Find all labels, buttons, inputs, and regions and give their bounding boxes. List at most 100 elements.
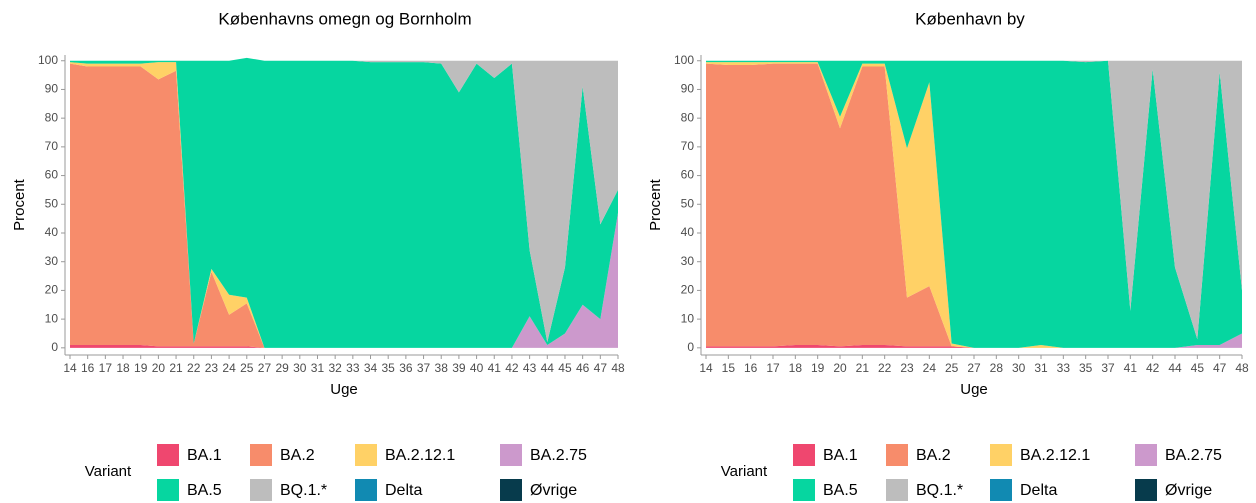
y-tick-label: 20 bbox=[681, 283, 695, 297]
x-tick-label: 27 bbox=[258, 361, 272, 375]
y-tick-label: 20 bbox=[45, 283, 59, 297]
chart-title: Københavns omegn og Bornholm bbox=[218, 9, 471, 28]
legend-label: BA.2 bbox=[280, 447, 315, 464]
legend-key bbox=[793, 444, 815, 466]
legend-label: BA.2 bbox=[916, 447, 951, 464]
x-tick-label: 38 bbox=[435, 361, 449, 375]
legend-label: BA.2.12.1 bbox=[1020, 447, 1090, 464]
y-tick-label: 40 bbox=[45, 225, 59, 239]
x-tick-label: 31 bbox=[1034, 361, 1048, 375]
y-tick-label: 90 bbox=[681, 82, 695, 96]
y-tick-label: 0 bbox=[687, 340, 694, 354]
chart-title: København by bbox=[915, 9, 1025, 28]
y-tick-label: 80 bbox=[681, 110, 695, 124]
legend-label: BA.1 bbox=[823, 447, 858, 464]
legend-label: BA.5 bbox=[187, 482, 222, 499]
legend-label: Delta bbox=[1020, 482, 1057, 499]
x-tick-label: 31 bbox=[311, 361, 325, 375]
x-tick-label: 25 bbox=[945, 361, 959, 375]
legend-key bbox=[886, 444, 908, 466]
x-tick-label: 24 bbox=[222, 361, 236, 375]
area bbox=[70, 344, 618, 348]
x-tick-label: 46 bbox=[576, 361, 590, 375]
x-tick-label: 45 bbox=[558, 361, 572, 375]
x-tick-label: 30 bbox=[1012, 361, 1026, 375]
legend-key bbox=[250, 479, 272, 501]
legend-key bbox=[355, 444, 377, 466]
y-tick-label: 40 bbox=[681, 225, 695, 239]
x-tick-label: 29 bbox=[275, 361, 289, 375]
y-tick-label: 100 bbox=[38, 53, 58, 67]
area bbox=[706, 60, 1242, 340]
x-tick-label: 43 bbox=[523, 361, 537, 375]
x-tick-label: 14 bbox=[699, 361, 713, 375]
y-tick-label: 10 bbox=[681, 311, 695, 325]
y-tick-label: 70 bbox=[45, 139, 59, 153]
legend-key bbox=[1135, 479, 1157, 501]
x-tick-label: 19 bbox=[134, 361, 148, 375]
x-tick-label: 14 bbox=[63, 361, 77, 375]
x-tick-label: 44 bbox=[541, 361, 555, 375]
y-axis-title: Procent bbox=[647, 178, 664, 231]
area bbox=[706, 60, 1242, 348]
x-axis-title: Uge bbox=[330, 381, 358, 398]
x-tick-label: 28 bbox=[990, 361, 1004, 375]
x-tick-label: 37 bbox=[1101, 361, 1115, 375]
x-tick-label: 23 bbox=[205, 361, 219, 375]
x-tick-label: 25 bbox=[240, 361, 254, 375]
legend-key bbox=[157, 479, 179, 501]
area bbox=[70, 57, 618, 61]
x-tick-label: 19 bbox=[811, 361, 825, 375]
legend-key bbox=[793, 479, 815, 501]
legend-key bbox=[990, 444, 1012, 466]
x-tick-label: 47 bbox=[1213, 361, 1227, 375]
x-tick-label: 32 bbox=[328, 361, 342, 375]
legend-label: BA.2.75 bbox=[1165, 447, 1222, 464]
legend-key bbox=[1135, 444, 1157, 466]
x-tick-label: 42 bbox=[505, 361, 519, 375]
x-tick-label: 41 bbox=[1124, 361, 1138, 375]
x-tick-label: 45 bbox=[1191, 361, 1205, 375]
legend-key bbox=[500, 479, 522, 501]
x-tick-label: 36 bbox=[399, 361, 413, 375]
legend-label: BA.5 bbox=[823, 482, 858, 499]
y-tick-label: 100 bbox=[674, 53, 694, 67]
x-tick-label: 33 bbox=[1057, 361, 1071, 375]
legend-label: BQ.1.* bbox=[916, 482, 963, 499]
legend-label: BA.2.12.1 bbox=[385, 447, 455, 464]
x-tick-label: 21 bbox=[856, 361, 870, 375]
legend-label: Øvrige bbox=[1165, 482, 1212, 499]
legend-title: Variant bbox=[721, 463, 768, 480]
x-tick-label: 18 bbox=[116, 361, 130, 375]
legend-key bbox=[500, 444, 522, 466]
y-tick-label: 10 bbox=[45, 311, 59, 325]
legend-key bbox=[355, 479, 377, 501]
legend-label: Øvrige bbox=[530, 482, 577, 499]
x-tick-label: 17 bbox=[99, 361, 113, 375]
x-tick-label: 47 bbox=[594, 361, 608, 375]
x-tick-label: 16 bbox=[81, 361, 95, 375]
y-tick-label: 60 bbox=[45, 168, 59, 182]
y-tick-label: 50 bbox=[45, 196, 59, 210]
area bbox=[70, 57, 618, 348]
legend-title: Variant bbox=[85, 463, 132, 480]
legend-label: BA.2.75 bbox=[530, 447, 587, 464]
x-tick-label: 48 bbox=[611, 361, 625, 375]
y-tick-label: 0 bbox=[51, 340, 58, 354]
area bbox=[70, 57, 618, 343]
legend-label: Delta bbox=[385, 482, 422, 499]
x-tick-label: 41 bbox=[488, 361, 502, 375]
x-tick-label: 33 bbox=[346, 361, 360, 375]
area bbox=[706, 344, 1242, 348]
area bbox=[70, 57, 618, 61]
legend-key bbox=[250, 444, 272, 466]
y-tick-label: 60 bbox=[681, 168, 695, 182]
x-tick-label: 23 bbox=[900, 361, 914, 375]
x-tick-label: 42 bbox=[1146, 361, 1160, 375]
legend-label: BQ.1.* bbox=[280, 482, 327, 499]
x-tick-label: 20 bbox=[152, 361, 166, 375]
y-tick-label: 90 bbox=[45, 82, 59, 96]
x-tick-label: 30 bbox=[293, 361, 307, 375]
y-tick-label: 30 bbox=[681, 254, 695, 268]
